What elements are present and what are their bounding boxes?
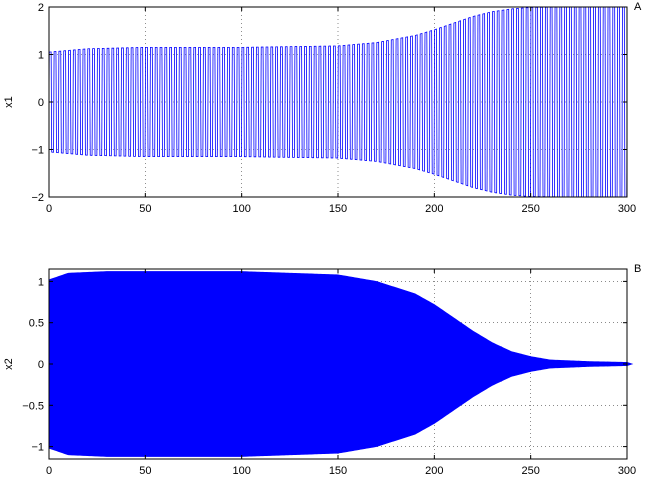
x-tick-label: 150 xyxy=(329,465,347,477)
y-tick-label: 1 xyxy=(38,276,44,288)
panel-b: 0 50 100 150 200 250 300 −1 −0.5 0 0.5 1 x2 B xyxy=(3,263,641,477)
y-tick-label: 0.5 xyxy=(29,318,44,330)
x-tick-label: 200 xyxy=(425,203,443,215)
x-tick-label: 100 xyxy=(232,203,250,215)
y-tick-label: 0 xyxy=(38,359,44,371)
x-tick-label: 250 xyxy=(521,203,539,215)
panel-a: 0 50 100 150 200 250 300 −2 −1 0 1 2 x1 A xyxy=(3,1,642,215)
x-tick-label: 0 xyxy=(46,203,52,215)
y-tick-label: 2 xyxy=(38,2,44,14)
x-tick-label: 300 xyxy=(618,203,636,215)
x-tick-label: 100 xyxy=(232,465,250,477)
series-x1-line xyxy=(48,6,628,198)
y-tick-label: −0.5 xyxy=(22,400,44,412)
ticks-b: 0 50 100 150 200 250 300 −1 −0.5 0 0.5 1 xyxy=(22,269,636,477)
y-tick-label: −2 xyxy=(31,192,44,204)
signal-x2 xyxy=(48,271,634,457)
y-axis-label-b: x2 xyxy=(3,358,15,370)
y-tick-label: −1 xyxy=(31,442,44,454)
x-tick-label: 50 xyxy=(139,465,151,477)
x-tick-label: 150 xyxy=(329,203,347,215)
ticks-a: 0 50 100 150 200 250 300 −2 −1 0 1 2 xyxy=(31,2,636,215)
y-tick-label: 0 xyxy=(38,97,44,109)
signal-x1 xyxy=(48,6,628,198)
x-tick-label: 50 xyxy=(139,203,151,215)
x-tick-label: 0 xyxy=(46,465,52,477)
x-tick-label: 200 xyxy=(425,465,443,477)
panel-label-b: B xyxy=(634,263,641,275)
x-tick-label: 250 xyxy=(521,465,539,477)
y-tick-label: −1 xyxy=(31,145,44,157)
panel-label-a: A xyxy=(634,1,642,13)
y-tick-label: 1 xyxy=(38,50,44,62)
y-axis-label-a: x1 xyxy=(3,96,15,108)
x-tick-label: 300 xyxy=(618,465,636,477)
